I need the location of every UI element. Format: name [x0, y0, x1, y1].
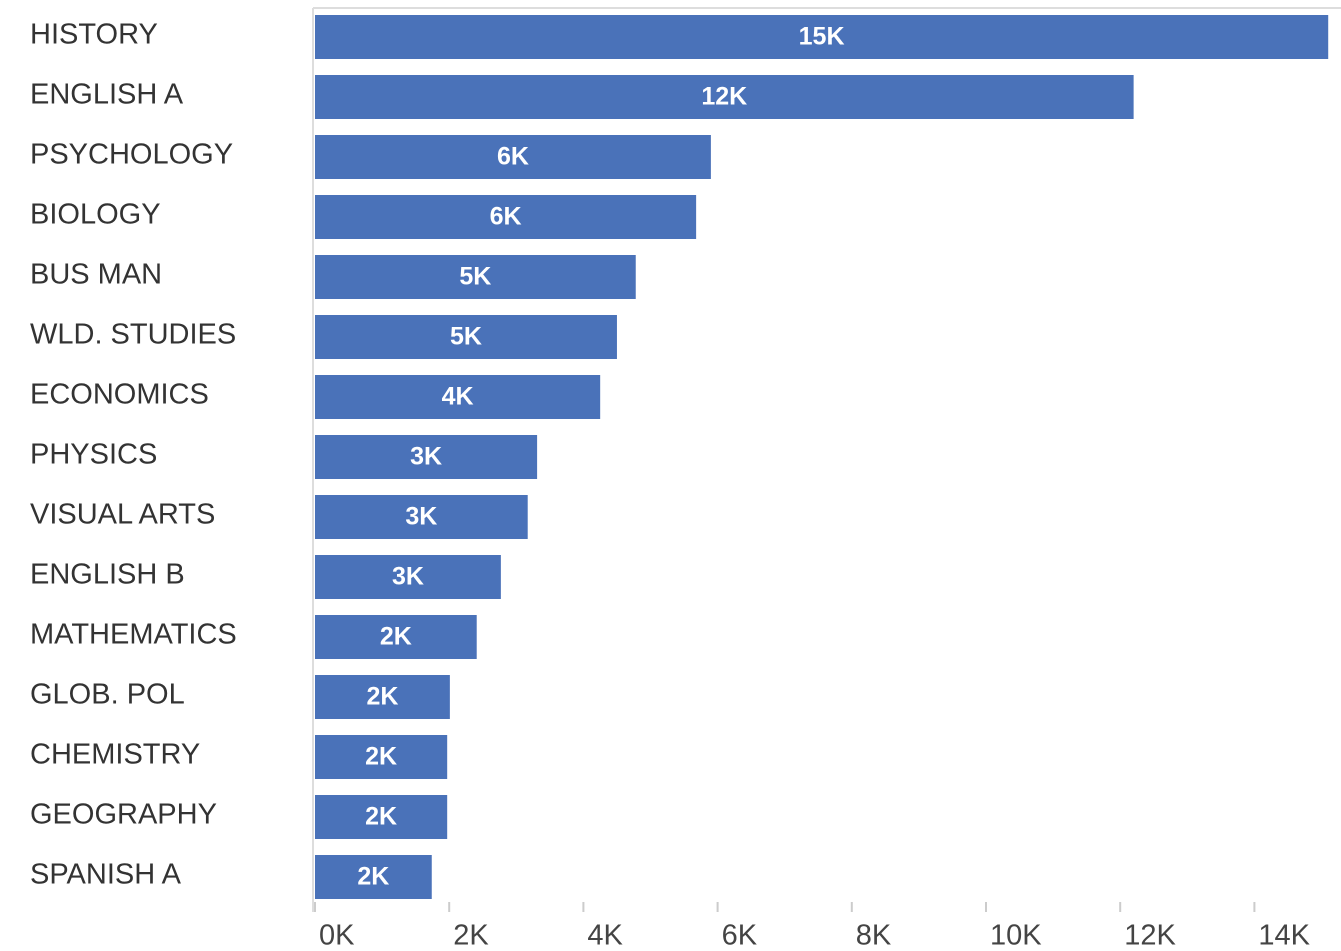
value-label: 2K [380, 623, 412, 651]
category-label: ECONOMICS [30, 379, 209, 411]
x-tick-label: 6K [722, 920, 758, 951]
value-label: 2K [365, 743, 397, 771]
bar [315, 135, 711, 179]
value-label: 6K [490, 203, 522, 231]
bar [315, 855, 432, 899]
bar [315, 15, 1329, 59]
value-label: 4K [442, 383, 474, 411]
bar [315, 675, 450, 719]
value-label: 6K [497, 143, 529, 171]
x-tick-label: 8K [856, 920, 892, 951]
bar [315, 375, 601, 419]
category-label: GLOB. POL [30, 679, 185, 711]
value-label: 5K [459, 263, 491, 291]
bar [315, 255, 636, 299]
category-label: PSYCHOLOGY [30, 139, 233, 171]
value-label: 2K [357, 863, 389, 891]
value-label: 12K [701, 83, 747, 111]
x-tick-label: 4K [587, 920, 623, 951]
value-label: 3K [392, 563, 424, 591]
x-tick-label: 14K [1258, 920, 1310, 951]
category-label: HISTORY [30, 19, 158, 51]
category-label: GEOGRAPHY [30, 799, 217, 831]
category-label: ENGLISH B [30, 559, 185, 591]
category-label: BUS MAN [30, 259, 162, 291]
x-tick-label: 10K [990, 920, 1042, 951]
bar [315, 615, 477, 659]
bar [315, 735, 448, 779]
bar [315, 75, 1134, 119]
category-label: BIOLOGY [30, 199, 161, 231]
category-label: WLD. STUDIES [30, 319, 236, 351]
bar [315, 435, 538, 479]
category-label: SPANISH A [30, 859, 182, 891]
x-tick-label: 2K [453, 920, 489, 951]
category-label: CHEMISTRY [30, 739, 200, 771]
value-label: 2K [365, 803, 397, 831]
bar [315, 495, 528, 539]
bar [315, 795, 448, 839]
category-label: MATHEMATICS [30, 619, 237, 651]
bar [315, 195, 697, 239]
category-label: VISUAL ARTS [30, 499, 215, 531]
value-label: 5K [450, 323, 482, 351]
value-label: 3K [410, 443, 442, 471]
bar [315, 555, 501, 599]
category-label: PHYSICS [30, 439, 157, 471]
x-tick-label: 0K [319, 920, 355, 951]
value-label: 2K [366, 683, 398, 711]
value-label: 3K [405, 503, 437, 531]
category-label: ENGLISH A [30, 79, 184, 111]
value-label: 15K [799, 23, 845, 51]
bar [315, 315, 617, 359]
x-tick-label: 12K [1124, 920, 1176, 951]
